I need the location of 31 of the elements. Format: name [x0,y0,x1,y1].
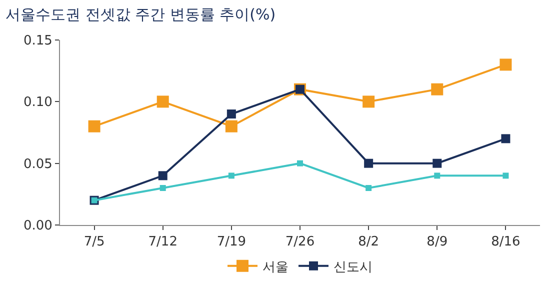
point [434,172,440,179]
x-tick-label: 7/19 [216,234,246,250]
point [431,83,444,96]
x-tick-label: 7/5 [84,234,105,250]
point [500,58,512,71]
y-tick-label: 0.00 [23,218,52,234]
point [432,158,442,168]
y-tick-label: 0.05 [23,156,52,172]
point [362,96,375,108]
point [160,185,166,191]
point [366,185,372,191]
point [225,120,238,132]
x-tick-label: 8/2 [358,234,380,250]
point [226,110,236,118]
chart-title: 서울수도권 전셋값 주간 변동률 추이(%) [6,5,276,24]
point [156,96,169,108]
y-tick-label: 0.15 [23,34,52,49]
point [502,172,509,179]
x-tick-label: 7/26 [285,234,315,250]
y-tick-label: 0.10 [23,95,52,110]
point [297,160,303,166]
legend-label: 신도시 [334,260,372,275]
point [228,172,234,179]
point [158,171,168,180]
legend-label: 서울 [262,260,288,275]
point [501,134,510,144]
x-tick-label: 8/9 [426,234,448,250]
point [364,158,374,168]
x-tick-label: 7/12 [148,234,178,250]
point [88,120,100,132]
x-tick-label: 8/16 [491,234,520,250]
